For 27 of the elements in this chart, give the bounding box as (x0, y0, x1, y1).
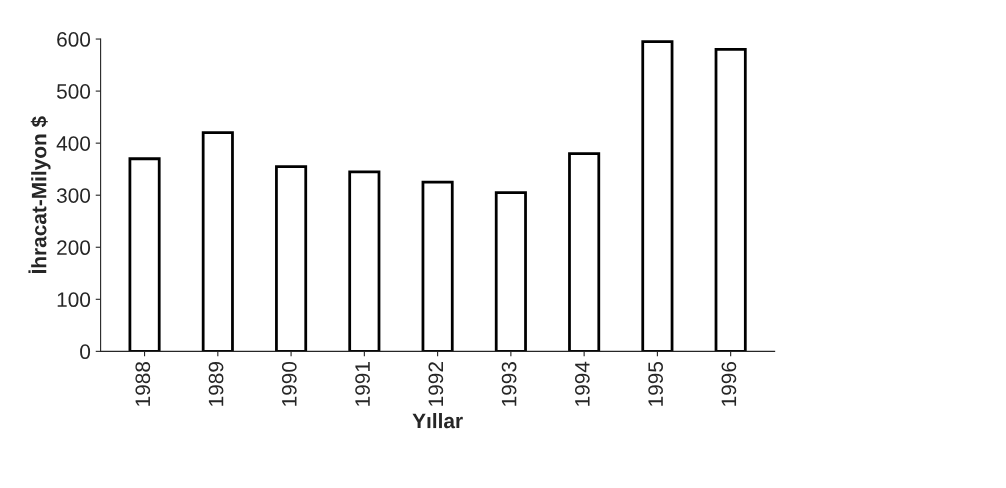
y-axis-title: İhracat-Milyon $ (28, 116, 51, 274)
x-tick-label: 1988 (135, 361, 151, 406)
x-tick-label: 1995 (648, 361, 663, 406)
y-tick-label: 0 (80, 344, 91, 360)
x-tick-label: 1993 (501, 361, 517, 406)
y-tick-label: 500 (56, 84, 91, 99)
y-tick-label: 300 (56, 188, 91, 203)
bar (348, 170, 381, 352)
x-tick-label: 1996 (721, 361, 737, 406)
bar (494, 191, 527, 352)
bar (128, 157, 161, 352)
y-tick-label: 200 (57, 240, 91, 256)
bar (568, 152, 601, 352)
x-tick-label: 1989 (208, 362, 224, 406)
x-tick-label: 1990 (281, 361, 297, 406)
x-tick-label: 1994 (574, 361, 590, 406)
bar (421, 180, 454, 352)
y-tick-label: 600 (57, 32, 91, 47)
bar (201, 131, 234, 352)
y-tick-label: 400 (56, 136, 91, 151)
bar (275, 165, 308, 352)
x-tick-label: 1992 (428, 362, 444, 406)
bar (641, 40, 674, 352)
bar (714, 48, 747, 352)
x-tick-label: 1991 (355, 362, 370, 406)
x-axis-title: Yıllar (412, 412, 463, 429)
y-tick-label: 100 (57, 292, 91, 308)
